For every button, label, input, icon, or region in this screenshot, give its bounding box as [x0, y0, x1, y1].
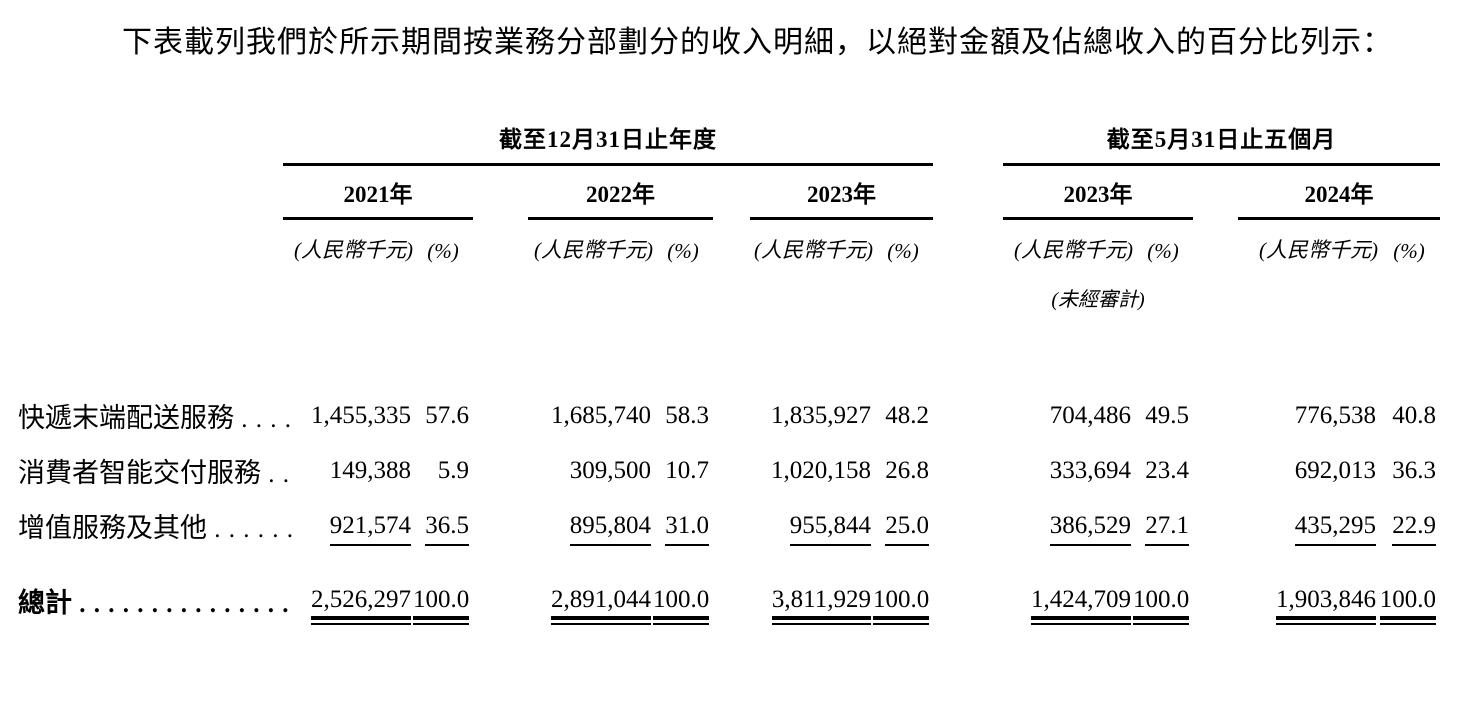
total-percent-cell: 100.0: [413, 569, 473, 631]
total-amount-cell: 2,526,297: [283, 569, 413, 631]
col-gap: [473, 164, 528, 218]
percent-cell: 31.0: [653, 498, 713, 553]
amount-cell: 386,529: [1003, 498, 1133, 553]
unit-header: (人民幣千元): [1014, 238, 1133, 262]
dot-leader: . . . . . . . . . . . . . . .: [72, 590, 290, 618]
table-row-total: 總計 . . . . . . . . . . . . . . . 2,526,2…: [0, 569, 1464, 631]
revenue-by-segment-table: 截至12月31日止年度 截至5月31日止五個月 2021年 2022年 2023…: [0, 118, 1464, 631]
total-amount-cell: 3,811,929: [750, 569, 873, 631]
right-pad: [1440, 118, 1464, 164]
empty-cell: [1193, 270, 1464, 312]
col-gap: [473, 218, 528, 270]
period-group-year-ended: 截至12月31日止年度: [283, 118, 933, 166]
amount-cell: 309,500: [569, 456, 651, 484]
empty-cell: [0, 118, 283, 164]
total-percent-cell: 100.0: [1378, 569, 1440, 631]
total-percent-cell: 100.0: [653, 569, 713, 631]
group-gap: [933, 118, 1003, 164]
table-row-express-delivery: 快遞末端配送服務 . . . . 1,455,335 57.6 1,685,74…: [0, 388, 1464, 443]
year-2024-header: 2024年: [1238, 164, 1441, 220]
row-label: 消費者智能交付服務 . .: [18, 458, 290, 488]
dot-leader: . . . .: [234, 406, 292, 433]
unaudited-note-row: (未經審計): [0, 270, 1464, 312]
percent-cell: 49.5: [1145, 401, 1189, 429]
col-gap: [1193, 164, 1238, 218]
year-header-row: 2021年 2022年 2023年 2023年 2024年: [0, 164, 1464, 220]
table-row-consumer-smart-delivery: 消費者智能交付服務 . . 149,388 5.9 309,500 10.7 1…: [0, 443, 1464, 498]
empty-cell: [0, 270, 1003, 312]
percent-cell: 22.9: [1378, 498, 1440, 553]
amount-cell: 149,388: [329, 456, 411, 484]
total-percent-cell: 100.0: [1133, 569, 1193, 631]
percent-cell: 40.8: [1392, 401, 1437, 429]
right-pad: [1440, 164, 1464, 218]
col-gap: [713, 164, 750, 218]
total-amount-cell: 2,891,044: [528, 569, 653, 631]
percent-cell: 26.8: [885, 456, 929, 484]
year-2023-5m-header: 2023年: [1003, 164, 1193, 220]
percent-cell: 27.1: [1133, 498, 1193, 553]
percent-cell: 36.3: [1392, 456, 1437, 484]
year-2022-header: 2022年: [528, 164, 713, 220]
spacer-row: [0, 312, 1464, 388]
right-pad: [1440, 218, 1464, 270]
year-2021-header: 2021年: [283, 164, 473, 220]
amount-cell: 435,295: [1238, 498, 1378, 553]
group-gap: [933, 164, 1003, 218]
intro-paragraph: 下表載列我們於所示期間按業務分部劃分的收入明細，以絕對金額及佔總收入的百分比列示…: [122, 26, 1393, 59]
percent-cell: 58.3: [665, 401, 709, 429]
amount-cell: 776,538: [1294, 401, 1376, 429]
col-gap: [1193, 218, 1238, 270]
table-row-value-added-services: 增值服務及其他 . . . . . . 921,574 36.5 895,804…: [0, 498, 1464, 553]
group-gap: [933, 218, 1003, 270]
col-gap: [713, 218, 750, 270]
unit-header: (人民幣千元): [294, 238, 413, 262]
amount-cell: 333,694: [1049, 456, 1131, 484]
dot-leader: . .: [261, 461, 290, 488]
total-percent-cell: 100.0: [873, 569, 933, 631]
unit-header-row: (人民幣千元) (%) (人民幣千元) (%) (人民幣千元) (%) (人民幣…: [0, 218, 1464, 270]
empty-cell: [0, 164, 283, 218]
percent-cell: 5.9: [437, 456, 469, 484]
amount-cell: 1,455,335: [311, 401, 411, 429]
amount-cell: 692,013: [1294, 456, 1376, 484]
percent-header: (%): [1147, 239, 1179, 263]
amount-cell: 1,685,740: [551, 401, 651, 429]
percent-cell: 57.6: [425, 401, 469, 429]
row-label: 快遞末端配送服務 . . . .: [18, 403, 292, 433]
period-group-five-months: 截至5月31日止五個月: [1003, 118, 1441, 166]
amount-cell: 1,020,158: [771, 456, 871, 484]
percent-header: (%): [427, 239, 459, 263]
amount-cell: 921,574: [283, 498, 413, 553]
empty-cell: [0, 218, 283, 270]
unit-header: (人民幣千元): [1259, 238, 1378, 262]
total-amount-cell: 1,903,846: [1238, 569, 1378, 631]
percent-cell: 25.0: [873, 498, 933, 553]
total-label: 總計 . . . . . . . . . . . . . . .: [18, 587, 290, 618]
year-2023-header: 2023年: [750, 164, 933, 220]
amount-cell: 955,844: [750, 498, 873, 553]
percent-header: (%): [667, 239, 699, 263]
percent-header: (%): [887, 239, 919, 263]
unit-header: (人民幣千元): [754, 238, 873, 262]
amount-cell: 895,804: [528, 498, 653, 553]
period-group-header-row: 截至12月31日止年度 截至5月31日止五個月: [0, 118, 1464, 166]
percent-cell: 48.2: [885, 401, 929, 429]
total-amount-cell: 1,424,709: [1003, 569, 1133, 631]
dot-leader: . . . . . .: [207, 516, 294, 543]
percent-header: (%): [1393, 239, 1425, 263]
row-label: 增值服務及其他 . . . . . .: [18, 513, 294, 543]
spacer-row: [0, 553, 1464, 569]
percent-cell: 23.4: [1145, 456, 1189, 484]
unit-header: (人民幣千元): [534, 238, 653, 262]
unaudited-note: (未經審計): [1051, 289, 1145, 311]
percent-cell: 10.7: [665, 456, 709, 484]
amount-cell: 1,835,927: [771, 401, 871, 429]
percent-cell: 36.5: [413, 498, 473, 553]
amount-cell: 704,486: [1049, 401, 1131, 429]
